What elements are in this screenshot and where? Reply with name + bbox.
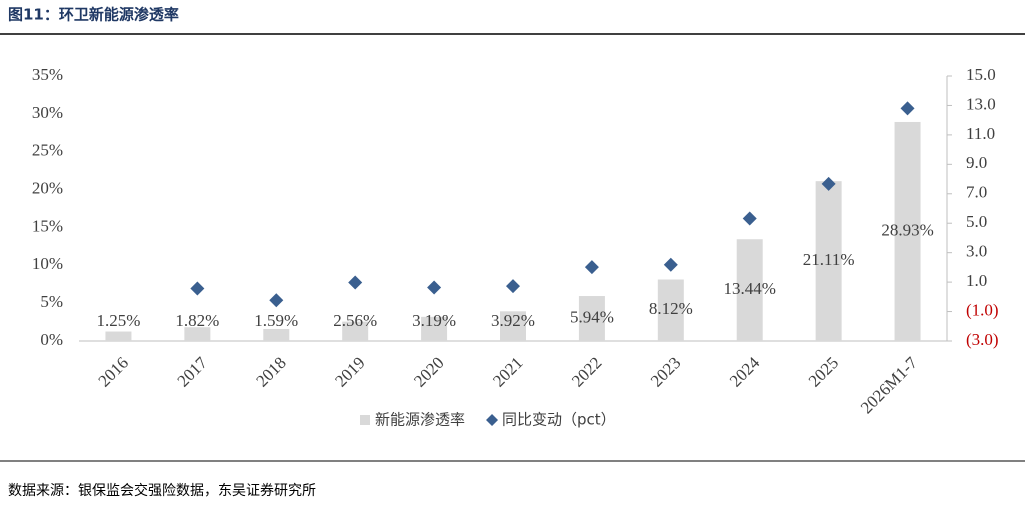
x-tick-label: 2018 — [252, 353, 289, 390]
data-label: 5.94% — [570, 307, 614, 326]
x-tick-label: 2019 — [331, 353, 368, 390]
y2-tick-label: 11.0 — [966, 124, 995, 143]
marker — [348, 275, 363, 290]
bar — [815, 181, 842, 341]
bar — [657, 279, 684, 341]
data-label: 3.19% — [412, 311, 456, 330]
marker — [900, 101, 915, 116]
y2-tick-label: 1.0 — [966, 271, 987, 290]
y-tick-label: 25% — [32, 141, 63, 160]
bar — [105, 331, 132, 341]
data-label: 1.59% — [254, 311, 298, 330]
x-tick-label: 2020 — [410, 353, 447, 390]
y-tick-label: 35% — [32, 65, 63, 84]
data-label: 1.82% — [175, 311, 219, 330]
marker — [663, 257, 678, 272]
marker — [269, 293, 284, 308]
y2-tick-label: 13.0 — [966, 94, 996, 113]
data-label: 21.11% — [803, 250, 855, 269]
y2-tick-label: 15.0 — [966, 65, 996, 84]
x-tick-label: 2017 — [173, 353, 211, 391]
bar — [184, 327, 211, 341]
y-tick-label: 0% — [40, 330, 63, 349]
marker — [821, 176, 836, 191]
data-label: 2.56% — [333, 311, 377, 330]
legend-label: 新能源渗透率 — [375, 411, 465, 429]
x-tick-label: 2023 — [647, 353, 684, 390]
bar — [894, 121, 921, 341]
y2-tick-label: 9.0 — [966, 153, 987, 172]
y-tick-label: 5% — [40, 292, 63, 311]
y2-tick-label: (1.0) — [966, 300, 999, 319]
legend-label: 同比变动（pct） — [502, 411, 616, 429]
x-tick-label: 2022 — [568, 353, 605, 390]
y2-tick-label: 3.0 — [966, 242, 987, 261]
bar — [500, 311, 526, 341]
bar — [578, 296, 605, 341]
data-label: 3.92% — [491, 311, 535, 330]
y2-tick-label: (3.0) — [966, 330, 999, 349]
marker — [742, 211, 757, 226]
legend-swatch — [486, 414, 499, 426]
y-tick-label: 20% — [32, 178, 63, 197]
y2-tick-label: 7.0 — [966, 183, 987, 202]
x-tick-label: 2026M1-7 — [857, 353, 922, 418]
data-label: 8.12% — [649, 299, 693, 318]
y-tick-label: 10% — [32, 254, 63, 273]
source: 数据来源：银保监会交强险数据，东吴证券研究所 — [8, 482, 316, 499]
marker — [584, 260, 599, 275]
x-tick-label: 2025 — [805, 353, 842, 390]
y-tick-label: 30% — [32, 103, 63, 122]
legend-swatch — [360, 415, 370, 425]
data-label: 28.93% — [881, 220, 933, 239]
bar — [263, 328, 290, 341]
y-tick-label: 15% — [32, 216, 63, 235]
x-tick-label: 2021 — [489, 353, 526, 390]
bar — [421, 316, 448, 341]
x-tick-label: 2024 — [726, 353, 764, 391]
marker — [190, 281, 205, 296]
data-label: 13.44% — [724, 279, 776, 298]
marker — [506, 279, 520, 294]
y2-tick-label: 5.0 — [966, 212, 987, 231]
chart-title: 图11：环卫新能源渗透率 — [8, 6, 179, 24]
bar — [342, 321, 369, 341]
x-tick-label: 2016 — [95, 353, 132, 390]
bar — [736, 239, 763, 341]
marker — [427, 280, 442, 295]
data-label: 1.25% — [96, 311, 140, 330]
